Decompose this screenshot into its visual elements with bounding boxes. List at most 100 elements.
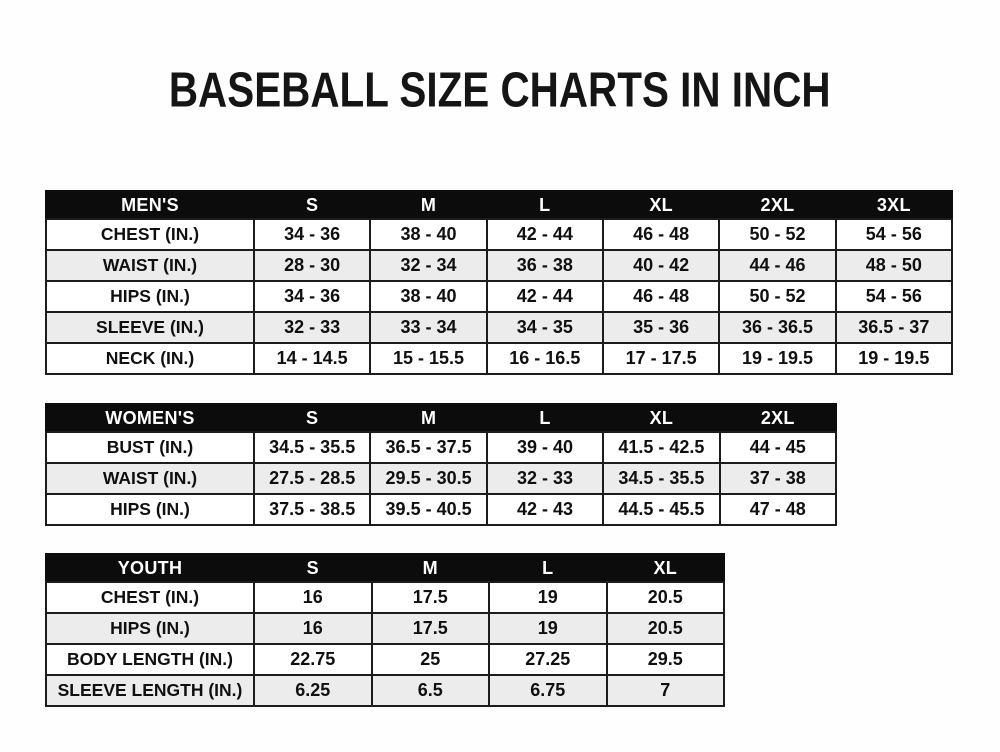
value-cell: 41.5 - 42.5 [602, 431, 721, 464]
column-header-xl: XL [601, 190, 721, 220]
value-cell: 32 - 33 [485, 462, 605, 495]
value-cell: 36.5 - 37.5 [369, 431, 488, 464]
row-label: SLEEVE LENGTH (IN.) [45, 674, 255, 707]
value-cell: 40 - 42 [601, 249, 721, 282]
value-cell: 34 - 36 [252, 280, 372, 313]
value-cell: 50 - 52 [718, 280, 837, 313]
table-row: SLEEVE LENGTH (IN.) 6.25 6.5 6.75 7 [45, 674, 725, 707]
table-row: CHEST (IN.) 34 - 36 38 - 40 42 - 44 46 - 48 5… [45, 218, 954, 251]
table-row: HIPS (IN.) 37.5 - 38.5 39.5 - 40.5 42 - 43 4… [45, 493, 838, 526]
value-cell: 20.5 [605, 612, 725, 645]
men-s-group-label: MEN'S [45, 190, 255, 220]
value-cell: 44.5 - 45.5 [602, 493, 721, 526]
value-cell: 6.25 [253, 674, 373, 707]
mens-size-table: MEN'S S M L XL 2XL 3XL CHEST (IN.) 34 - 36 38 - 4… [45, 190, 954, 375]
column-header-m: M [369, 403, 488, 433]
value-cell: 36 - 38 [485, 249, 604, 282]
column-header-2xl: 2XL [718, 403, 838, 433]
value-cell: 42 - 44 [485, 218, 604, 251]
row-label: BUST (IN.) [45, 431, 255, 464]
value-cell: 34.5 - 35.5 [252, 431, 372, 464]
column-header-m: M [370, 553, 490, 583]
value-cell: 17.5 [370, 581, 490, 614]
row-label: WAIST (IN.) [45, 462, 255, 495]
value-cell: 39.5 - 40.5 [369, 493, 488, 526]
value-cell: 42 - 43 [485, 493, 605, 526]
value-cell: 35 - 36 [601, 311, 721, 344]
women-s-group-label: WOMEN'S [45, 403, 255, 433]
value-cell: 46 - 48 [601, 280, 721, 313]
value-cell: 38 - 40 [369, 218, 488, 251]
womens-size-table: WOMEN'S S M L XL 2XL BUST (IN.) 34.5 - 35.5 36.5… [45, 403, 838, 526]
table-row: NECK (IN.) 14 - 14.5 15 - 15.5 16 - 16.5 17 … [45, 342, 954, 375]
page-title: BASEBALL SIZE CHARTS IN INCH [169, 61, 831, 118]
row-label: HIPS (IN.) [45, 612, 255, 645]
title-block: BASEBALL SIZE CHARTS IN INCH [0, 0, 1000, 118]
value-cell: 16 - 16.5 [485, 342, 604, 375]
value-cell: 29.5 [605, 643, 725, 676]
value-cell: 16 [253, 581, 373, 614]
row-label: HIPS (IN.) [45, 493, 255, 526]
row-label: SLEEVE (IN.) [45, 311, 255, 344]
value-cell: 54 - 56 [834, 280, 954, 313]
column-header-s: S [252, 190, 372, 220]
value-cell: 34 - 35 [485, 311, 604, 344]
value-cell: 46 - 48 [601, 218, 721, 251]
column-header-xl: XL [602, 403, 721, 433]
value-cell: 25 [370, 643, 490, 676]
table-row: CHEST (IN.) 16 17.5 19 20.5 [45, 581, 725, 614]
table-row: HIPS (IN.) 34 - 36 38 - 40 42 - 44 46 - 48 50… [45, 280, 954, 313]
value-cell: 32 - 33 [252, 311, 372, 344]
table-row: BODY LENGTH (IN.) 22.75 25 27.25 29.5 [45, 643, 725, 676]
youth-group-label: YOUTH [45, 553, 255, 583]
tables-container: MEN'S S M L XL 2XL 3XL CHEST (IN.) 34 - 36 38 - 4… [0, 190, 1000, 707]
row-label: NECK (IN.) [45, 342, 255, 375]
value-cell: 44 - 45 [718, 431, 838, 464]
value-cell: 6.75 [488, 674, 608, 707]
youth-header-row: YOUTH S M L XL [45, 553, 725, 583]
value-cell: 19 - 19.5 [718, 342, 837, 375]
column-header-l: L [485, 403, 605, 433]
row-label: CHEST (IN.) [45, 218, 255, 251]
value-cell: 34.5 - 35.5 [602, 462, 721, 495]
value-cell: 50 - 52 [718, 218, 837, 251]
value-cell: 17.5 [370, 612, 490, 645]
column-header-l: L [488, 553, 608, 583]
table-row: BUST (IN.) 34.5 - 35.5 36.5 - 37.5 39 - 40 4… [45, 431, 838, 464]
row-label: HIPS (IN.) [45, 280, 255, 313]
value-cell: 36 - 36.5 [718, 311, 837, 344]
table-row: SLEEVE (IN.) 32 - 33 33 - 34 34 - 35 35 - 36… [45, 311, 954, 344]
value-cell: 29.5 - 30.5 [369, 462, 488, 495]
value-cell: 14 - 14.5 [252, 342, 372, 375]
value-cell: 19 [488, 581, 608, 614]
row-label: WAIST (IN.) [45, 249, 255, 282]
column-header-3xl: 3XL [834, 190, 954, 220]
value-cell: 6.5 [370, 674, 490, 707]
value-cell: 19 - 19.5 [834, 342, 954, 375]
value-cell: 7 [605, 674, 725, 707]
value-cell: 38 - 40 [369, 280, 488, 313]
youth-size-table: YOUTH S M L XL CHEST (IN.) 16 17.5 19 20.5 HIPS (I… [45, 553, 725, 707]
row-label: CHEST (IN.) [45, 581, 255, 614]
column-header-l: L [485, 190, 604, 220]
value-cell: 39 - 40 [485, 431, 605, 464]
table-row: WAIST (IN.) 28 - 30 32 - 34 36 - 38 40 - 42 4… [45, 249, 954, 282]
column-header-m: M [369, 190, 488, 220]
value-cell: 48 - 50 [834, 249, 954, 282]
value-cell: 32 - 34 [369, 249, 488, 282]
column-header-s: S [252, 403, 372, 433]
value-cell: 36.5 - 37 [834, 311, 954, 344]
value-cell: 37 - 38 [718, 462, 838, 495]
value-cell: 54 - 56 [834, 218, 954, 251]
column-header-2xl: 2XL [718, 190, 837, 220]
value-cell: 22.75 [253, 643, 373, 676]
value-cell: 44 - 46 [718, 249, 837, 282]
men-s-header-row: MEN'S S M L XL 2XL 3XL [45, 190, 954, 220]
value-cell: 15 - 15.5 [369, 342, 488, 375]
value-cell: 16 [253, 612, 373, 645]
table-row: HIPS (IN.) 16 17.5 19 20.5 [45, 612, 725, 645]
value-cell: 37.5 - 38.5 [252, 493, 372, 526]
value-cell: 47 - 48 [718, 493, 838, 526]
value-cell: 20.5 [605, 581, 725, 614]
